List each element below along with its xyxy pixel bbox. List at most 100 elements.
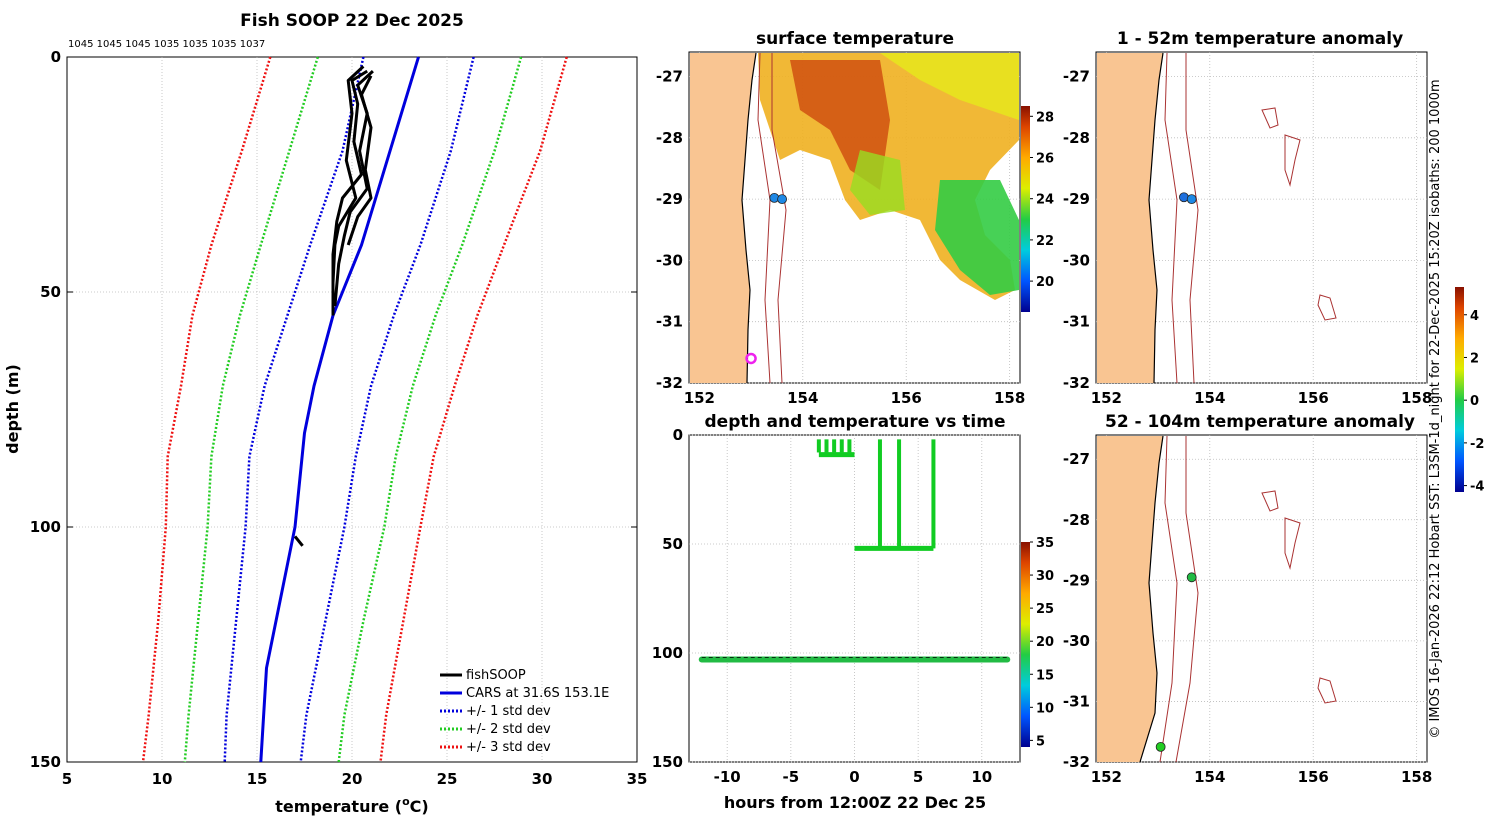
- profile-title: Fish SOOP 22 Dec 2025: [240, 11, 464, 31]
- profile-ytick-label: 0: [51, 48, 61, 66]
- anom-shallow-ytick-label: -27: [1063, 68, 1090, 86]
- sst-marker: [777, 194, 787, 205]
- anom-deep-seamount-2: [1284, 517, 1301, 570]
- sst-xtick-label: 152: [684, 389, 715, 407]
- anom-deep-seamount-3: [1317, 677, 1337, 704]
- depth-time-colorbar-tick-label: 5: [1036, 734, 1045, 749]
- anom-shallow-seamount-1: [1261, 107, 1279, 129]
- sst-xtick-label: 158: [994, 389, 1025, 407]
- anom-deep-ytick-label: -30: [1063, 632, 1090, 650]
- anom-deep-xtick-label: 152: [1091, 768, 1122, 786]
- anom-shallow-ytick-label: -31: [1063, 313, 1090, 331]
- profile-series-cars-at-31-6s-153-1e: [259, 56, 420, 763]
- anom-deep-isobath-1000: [1175, 436, 1199, 763]
- sst-ytick-label: -31: [656, 313, 683, 331]
- sst-land: [690, 53, 756, 383]
- sst-markers: [745, 192, 787, 365]
- side-credit-text: © IMOS 16-Jan-2026 22:12 Hobart SST: L3S…: [1428, 79, 1443, 738]
- anom-colorbar-tick-label: 2: [1470, 351, 1479, 366]
- profile-ytick-label: 100: [30, 518, 61, 536]
- anom-shallow-xtick-label: 154: [1194, 389, 1225, 407]
- sst-ytick-label: -30: [656, 251, 683, 269]
- depth-time-colorbar-tick-label: 30: [1036, 569, 1054, 584]
- anom-deep-ytick-label: -32: [1063, 753, 1090, 771]
- sst-colorbar-tick-label: 22: [1036, 234, 1054, 249]
- anom-deep-markers: [1155, 572, 1197, 752]
- sst-mid-field: [850, 150, 905, 215]
- anom-deep-ytick-label: -27: [1063, 450, 1090, 468]
- depth-time-grid: [689, 434, 1020, 763]
- depth-time-points: [698, 439, 1011, 663]
- anom-deep-ytick-label: -31: [1063, 692, 1090, 710]
- legend-label-std2: +/- 2 std dev: [466, 722, 551, 737]
- anom-colorbar-tick-label: 0: [1470, 394, 1479, 409]
- profile-xtick-label: 25: [437, 770, 458, 788]
- profile-grid: [67, 57, 637, 762]
- sst-colorbar-tick-label: 28: [1036, 110, 1054, 125]
- profile-series--1-std: [299, 56, 475, 763]
- profile-ytick-label: 150: [30, 753, 61, 771]
- depth-time-ytick-label: 0: [673, 426, 683, 444]
- depth-time-ytick-label: 50: [662, 535, 683, 553]
- depth-time-ytick-label: 150: [652, 753, 683, 771]
- depth-time-xtick-label: -10: [714, 768, 741, 786]
- depth-time-xtick-label: -5: [783, 768, 800, 786]
- profile-xtick-label: 10: [152, 770, 173, 788]
- anom-deep-seamount-1: [1261, 490, 1279, 512]
- anom-deep-isobath-200: [1159, 435, 1178, 763]
- sst-ticks: 152 154 156 158 -27 -28 -29 -30 -31 -32: [656, 68, 1025, 407]
- profile-xtick-label: 35: [627, 770, 648, 788]
- profile-ticks: 5 10 15 20 25 30 35 0 50 100 150: [30, 48, 648, 788]
- depth-time-axes-box: [688, 434, 1021, 763]
- anom-colorbar-tick-label: -4: [1470, 480, 1484, 495]
- anom-shallow-title: 1 - 52m temperature anomaly: [1117, 29, 1403, 49]
- sst-yellow-field: [880, 53, 1019, 120]
- anom-colorbar: [1455, 287, 1464, 492]
- profile-series-fishsoop-deep: [293, 535, 304, 547]
- legend-label-cars: CARS at 31.6S 153.1E: [466, 686, 609, 701]
- profile-series--3-std: [379, 56, 568, 763]
- profile-ytick-label: 50: [40, 283, 61, 301]
- profile-xtick-label: 20: [342, 770, 363, 788]
- profile-header-labels: 1045 1045 1045 1035 1035 1035 1037: [68, 39, 265, 50]
- anom-shallow-isobath-200: [1164, 52, 1178, 384]
- anom-shallow-seamount-2: [1284, 134, 1301, 187]
- sst-marker-ring: [745, 352, 757, 365]
- sst-colorbar-tick-label: 26: [1036, 152, 1054, 167]
- anom-colorbar-tick-label: 4: [1470, 309, 1479, 324]
- profile-legend: fishSOOP CARS at 31.6S 153.1E +/- 1 std …: [440, 668, 609, 755]
- depth-time-colorbar: [1021, 542, 1030, 747]
- anom-deep-coastline: [1139, 435, 1164, 763]
- profile-ylabel: depth (m): [3, 364, 22, 454]
- legend-label-std1: +/- 1 std dev: [466, 704, 551, 719]
- anom-deep-panel: 152 154 156 158 -27 -28 -29 -30 -31 -32 52 - 104m…: [1063, 287, 1484, 786]
- profile-lines: [141, 56, 568, 763]
- sst-isobath-1000: [771, 53, 787, 384]
- anom-deep-xtick-label: 158: [1401, 768, 1432, 786]
- sst-xtick-label: 154: [787, 389, 818, 407]
- depth-time-xtick-label: 5: [913, 768, 923, 786]
- anom-shallow-ytick-label: -29: [1063, 190, 1090, 208]
- anom-deep-land: [1097, 436, 1163, 762]
- depth-time-colorbar-ticks: 5 10 15 20 25 30 35: [1030, 536, 1054, 749]
- depth-time-colorbar-tick-label: 10: [1036, 701, 1054, 716]
- sst-title: surface temperature: [756, 29, 954, 49]
- profile-xtick-label: 15: [247, 770, 268, 788]
- anom-shallow-marker: [1186, 194, 1197, 205]
- sst-map-panel: 152 154 156 158 -27 -28 -29 -30 -31 -32 surface t…: [656, 29, 1054, 407]
- anom-deep-title: 52 - 104m temperature anomaly: [1105, 412, 1415, 432]
- depth-time-ytick-label: 100: [652, 644, 683, 662]
- anom-shallow-seamount-3: [1317, 294, 1337, 321]
- sst-ytick-label: -29: [656, 190, 683, 208]
- sst-cool-field: [935, 180, 1019, 295]
- profile-series--3-std: [141, 56, 272, 763]
- depth-time-colorbar-tick-label: 20: [1036, 635, 1054, 650]
- depth-time-xtick-label: 10: [971, 768, 992, 786]
- anom-deep-marker: [1186, 572, 1197, 583]
- profile-panel: 5 10 15 20 25 30 35 0 50 100 150 Fish SOOP 22 Dec …: [3, 11, 647, 816]
- anom-shallow-isobath-1000: [1185, 53, 1199, 384]
- sst-coastline: [741, 52, 757, 384]
- anom-deep-ytick-label: -28: [1063, 511, 1090, 529]
